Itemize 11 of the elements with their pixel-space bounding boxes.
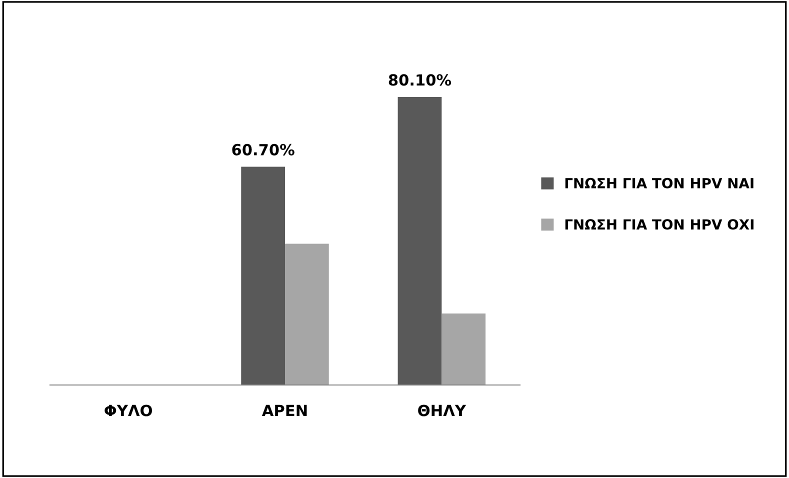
legend-label: ΓΝΩΣΗ ΓΙΑ ΤΟΝ HPV ΟΧΙ	[565, 219, 754, 230]
bar	[398, 97, 442, 385]
data-label: 80.10%	[388, 74, 452, 86]
x-tick-label: ΦΥΛΟ	[104, 404, 152, 416]
bar	[442, 313, 486, 385]
x-tick-label: ΘΗΛΥ	[418, 404, 466, 416]
bar	[285, 244, 329, 385]
x-tick-label: ΑΡΕΝ	[262, 404, 307, 416]
legend-label: ΓΝΩΣΗ ΓΙΑ ΤΟΝ HPV ΝΑΙ	[565, 178, 754, 188]
data-label: 60.70%	[232, 144, 294, 156]
bar	[241, 166, 285, 385]
